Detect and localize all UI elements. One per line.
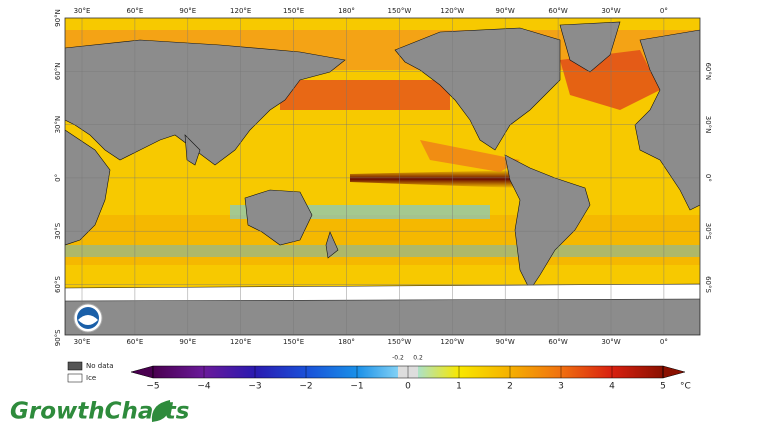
lat-label: 30°S (54, 222, 62, 239)
lat-label: 0° (704, 174, 712, 182)
lon-label: 150°E (283, 338, 304, 346)
lon-label: 180° (338, 338, 355, 346)
colorbar-arrow (130, 365, 154, 379)
legend-label: No data (86, 362, 114, 370)
brand-leaf (151, 400, 171, 422)
lon-label: 180° (338, 7, 355, 15)
lon-label: 30°W (601, 338, 620, 346)
lat-label: 30°N (54, 116, 62, 134)
colorbar-small-label: -0.2 (392, 355, 404, 362)
colorbar-label: 2 (507, 382, 513, 392)
lat-label: 90°N (54, 9, 62, 27)
lon-label: 90°E (179, 7, 196, 15)
colorbar-label: 0 (405, 382, 411, 392)
noaa-logo (73, 303, 103, 333)
lon-label: 150°W (388, 338, 412, 346)
legend-label: Ice (86, 374, 96, 382)
lon-label: 120°W (440, 338, 464, 346)
colorbar-unit: °C (680, 382, 691, 392)
colorbar-segment (306, 366, 357, 378)
colorbar-segment (612, 366, 663, 378)
lon-label: 120°W (440, 7, 464, 15)
colorbar-label: −1 (350, 382, 363, 392)
colorbar-label: 5 (660, 382, 666, 392)
lon-label: 30°W (601, 7, 620, 15)
colorbar-small-label: 0.2 (413, 355, 423, 362)
lon-label: 0° (660, 338, 668, 346)
colorbar-segment (510, 366, 561, 378)
no-data-swatch (67, 361, 83, 371)
colorbar-segment (255, 366, 306, 378)
colorbar-label: 4 (609, 382, 615, 392)
lat-label: 60°S (54, 276, 62, 293)
lat-label: 30°N (704, 116, 712, 134)
lon-label: 60°E (126, 338, 143, 346)
lon-label: 90°W (496, 7, 515, 15)
lon-label: 60°E (126, 7, 143, 15)
lat-label: 60°N (54, 62, 62, 80)
map-frame (64, 17, 701, 336)
lat-label: 90°S (54, 329, 62, 346)
map (65, 18, 700, 335)
lat-label: 30°S (704, 223, 712, 240)
lon-label: 30°E (74, 338, 91, 346)
colorbar-segment (357, 366, 408, 378)
lat-label: 0° (54, 174, 62, 182)
colorbar-segment (561, 366, 612, 378)
lat-label: 60°N (704, 62, 712, 80)
colorbar-segment (408, 366, 459, 378)
colorbar-label: −5 (146, 382, 159, 392)
lon-label: 0° (660, 7, 668, 15)
colorbar-segment (204, 366, 255, 378)
lon-label: 60°W (548, 7, 567, 15)
colorbar-label: −3 (248, 382, 261, 392)
colorbar-arrow (662, 365, 686, 379)
lon-label: 90°W (496, 338, 515, 346)
ice-swatch (67, 373, 83, 383)
lon-label: 60°W (548, 338, 567, 346)
lon-label: 90°E (179, 338, 196, 346)
lon-label: 120°E (230, 7, 251, 15)
colorbar-label: −2 (299, 382, 312, 392)
colorbar-label: 3 (558, 382, 564, 392)
lon-label: 150°W (388, 7, 412, 15)
lon-label: 150°E (283, 7, 304, 15)
colorbar-label: 1 (456, 382, 462, 392)
colorbar-label: −4 (197, 382, 211, 392)
lat-label: 60°S (704, 276, 712, 293)
lon-label: 120°E (230, 338, 251, 346)
colorbar-segment (153, 366, 204, 378)
lon-label: 30°E (74, 7, 91, 15)
colorbar-segment (459, 366, 510, 378)
